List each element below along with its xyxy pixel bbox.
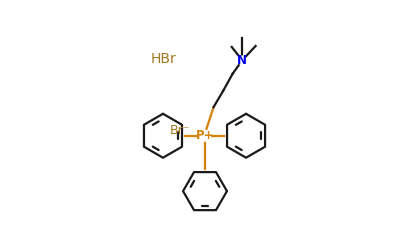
- Circle shape: [238, 56, 246, 64]
- Circle shape: [200, 130, 210, 141]
- Text: N: N: [237, 54, 247, 67]
- Text: Br⁻: Br⁻: [170, 124, 190, 137]
- Text: HBr: HBr: [151, 52, 177, 66]
- Text: P+: P+: [196, 129, 214, 142]
